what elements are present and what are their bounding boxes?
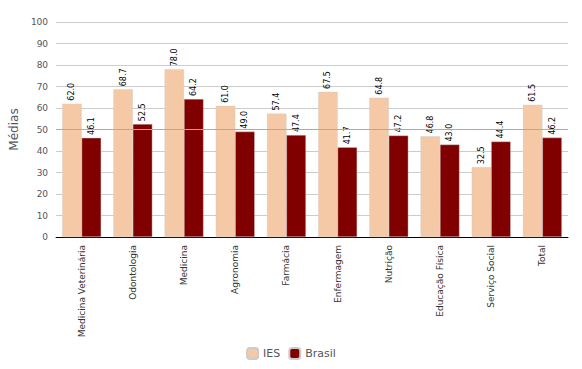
svg-text:68.7: 68.7 (119, 68, 128, 86)
svg-text:60: 60 (37, 103, 49, 113)
svg-text:Farmácia: Farmácia (281, 245, 291, 286)
svg-text:61.0: 61.0 (221, 85, 230, 103)
svg-text:90: 90 (37, 39, 49, 49)
svg-text:10: 10 (37, 211, 49, 221)
svg-text:Educação Física: Educação Física (435, 245, 445, 317)
svg-text:47.4: 47.4 (291, 114, 301, 133)
svg-text:46.1: 46.1 (87, 117, 96, 135)
svg-text:43.0: 43.0 (445, 124, 454, 142)
svg-text:78.0: 78.0 (170, 48, 179, 66)
svg-text:Serviço Social: Serviço Social (486, 245, 496, 308)
svg-text:49.0: 49.0 (240, 111, 249, 129)
svg-text:44.4: 44.4 (496, 120, 506, 139)
svg-text:64.2: 64.2 (189, 78, 198, 96)
svg-text:100: 100 (31, 17, 48, 27)
svg-text:41.7: 41.7 (342, 126, 352, 145)
svg-text:32.5: 32.5 (477, 146, 486, 164)
svg-text:Nutrição: Nutrição (384, 245, 394, 284)
svg-text:67.5: 67.5 (323, 71, 332, 89)
svg-text:50: 50 (37, 125, 49, 135)
svg-text:46.8: 46.8 (426, 116, 435, 134)
svg-text:80: 80 (37, 60, 49, 70)
svg-text:64.8: 64.8 (375, 77, 384, 95)
svg-text:40: 40 (37, 146, 49, 156)
svg-text:Odontologia: Odontologia (128, 245, 138, 300)
svg-text:20: 20 (37, 189, 49, 199)
svg-text:Brasil: Brasil (305, 347, 336, 360)
svg-text:47.2: 47.2 (394, 114, 404, 133)
svg-text:Total: Total (537, 245, 547, 267)
svg-text:57.4: 57.4 (272, 93, 281, 111)
svg-text:IES: IES (263, 347, 280, 360)
svg-text:30: 30 (37, 168, 49, 178)
svg-text:61.5: 61.5 (528, 84, 537, 102)
svg-text:Medicina: Medicina (179, 245, 189, 285)
svg-text:70: 70 (37, 82, 49, 92)
svg-text:Medicina Veterinária: Medicina Veterinária (77, 245, 87, 337)
svg-text:46.2: 46.2 (548, 117, 557, 135)
svg-text:Médias: Médias (7, 108, 21, 150)
svg-text:Agronomia: Agronomia (230, 245, 240, 294)
svg-text:Enfermagem: Enfermagem (333, 245, 343, 303)
svg-text:52.5: 52.5 (138, 103, 147, 121)
svg-text:0: 0 (42, 232, 48, 242)
svg-text:62.0: 62.0 (67, 83, 76, 101)
